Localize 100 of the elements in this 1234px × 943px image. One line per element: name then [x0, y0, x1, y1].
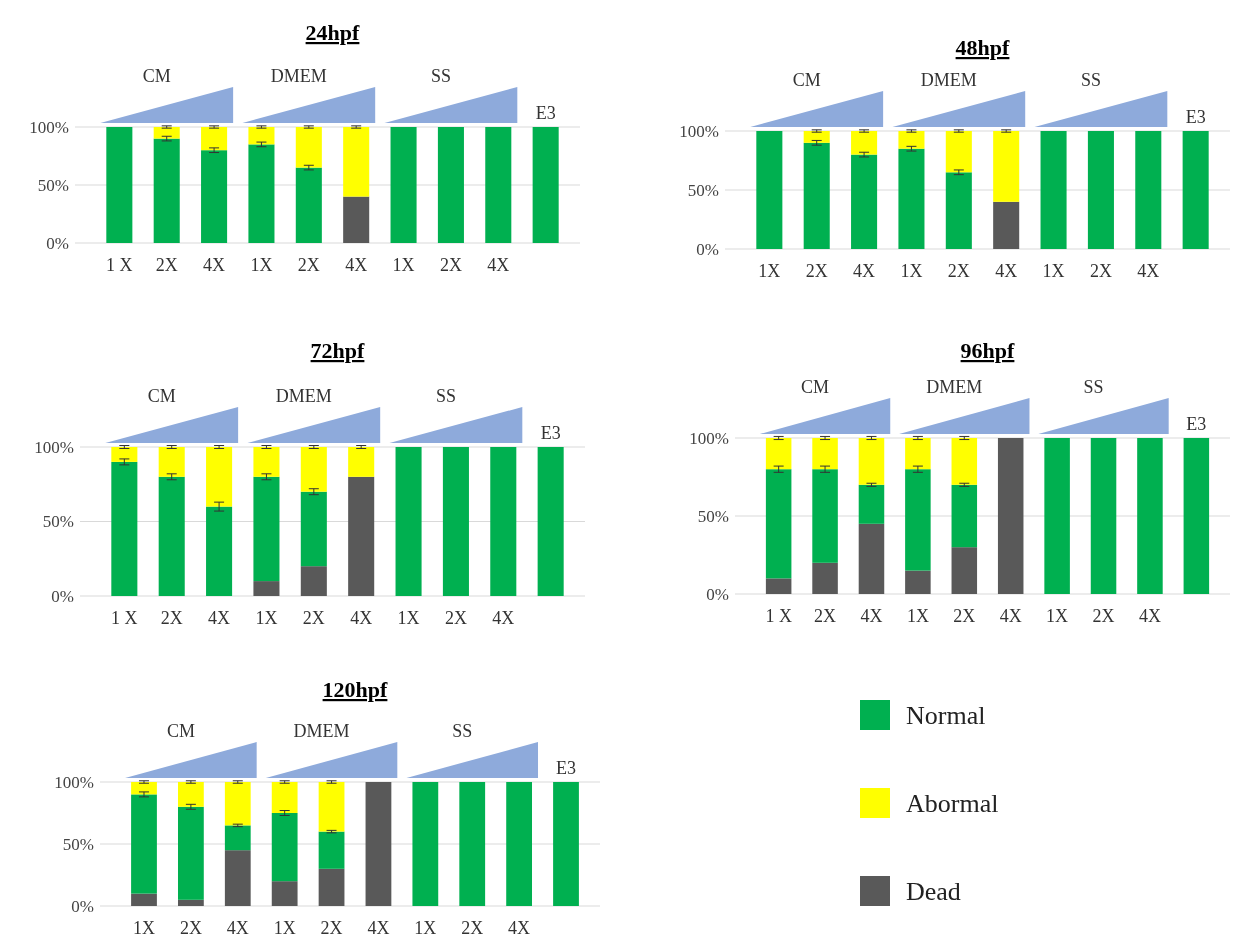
text: SS [452, 721, 473, 741]
legend-label: Dead [906, 877, 961, 907]
bar [206, 506, 233, 596]
bar [300, 447, 327, 492]
bar [812, 438, 838, 470]
y-tick-label: 50% [697, 506, 729, 526]
bar [1040, 131, 1067, 249]
bar [905, 469, 931, 571]
bar [248, 127, 275, 145]
bar [532, 127, 559, 243]
bar [898, 148, 925, 249]
y-tick-label: 100% [29, 117, 69, 137]
bar [343, 196, 370, 243]
text: CM [147, 386, 176, 406]
bar [224, 825, 251, 851]
legend-label: Normal [906, 701, 986, 731]
x-tick-label: 2X [805, 261, 828, 281]
bar [945, 172, 972, 249]
bar [343, 127, 370, 197]
bar [224, 782, 251, 826]
bar [812, 562, 838, 594]
bar [390, 127, 417, 243]
bar [271, 782, 298, 813]
x-tick-label: 2X [179, 918, 202, 938]
bar [1087, 131, 1114, 249]
x-tick-label: 2X [444, 608, 467, 628]
x-tick-label: 1X [255, 608, 278, 628]
bar [1182, 131, 1209, 249]
bar [945, 131, 972, 173]
y-tick-label: 50% [37, 175, 69, 195]
bar [318, 782, 345, 832]
x-tick-label: 2X [320, 918, 343, 938]
bar [253, 447, 280, 477]
bar [177, 899, 204, 906]
y-tick-label: 100% [689, 428, 729, 448]
bar [993, 201, 1020, 249]
bar [111, 447, 138, 462]
bar [201, 150, 228, 243]
bar [459, 782, 486, 906]
bar [490, 447, 517, 596]
bar [253, 581, 280, 596]
text: SS [1080, 70, 1101, 90]
text: SS [430, 66, 451, 86]
bar [253, 476, 280, 582]
text: DMEM [270, 66, 327, 86]
x-tick-label: 4X [208, 608, 231, 628]
bar [997, 438, 1024, 594]
text: DMEM [926, 377, 983, 397]
text: CM [792, 70, 821, 90]
bar [1135, 131, 1162, 249]
x-tick-label: 2X [155, 255, 178, 275]
bar [803, 142, 830, 249]
x-tick-label: 2X [1089, 261, 1112, 281]
x-tick-label: 4X [487, 255, 510, 275]
bar [248, 144, 275, 243]
x-tick-label: 2X [953, 606, 976, 626]
bar [442, 447, 469, 596]
bar [858, 523, 885, 594]
bar [106, 127, 133, 243]
x-tick-label: 1X [392, 255, 415, 275]
bar [111, 461, 138, 596]
bar [295, 167, 322, 243]
chart-title: 96hpf [960, 338, 1016, 363]
bar [437, 127, 464, 243]
bar [131, 794, 157, 894]
x-tick-label: 1X [414, 918, 437, 938]
bar [412, 782, 439, 906]
y-tick-label: 0% [706, 584, 729, 604]
bar [271, 881, 298, 906]
chart-title: 72hpf [310, 338, 366, 363]
bar [131, 893, 157, 906]
text: E3 [535, 103, 556, 123]
bar [153, 138, 180, 243]
bar [951, 438, 978, 485]
bar [201, 127, 228, 151]
text: E3 [1186, 414, 1207, 434]
x-tick-label: 2X [297, 255, 320, 275]
bar [1090, 438, 1117, 594]
x-tick-label: 4X [350, 608, 373, 628]
text: DMEM [920, 70, 977, 90]
bar [858, 484, 885, 524]
bar [271, 813, 298, 882]
y-tick-label: 100% [34, 437, 74, 457]
text: SS [1083, 377, 1104, 397]
chart-title: 24hpf [305, 20, 361, 45]
bar [300, 491, 327, 567]
x-tick-label: 2X [439, 255, 462, 275]
x-tick-label: 4X [999, 606, 1022, 626]
bar [177, 782, 204, 807]
x-tick-label: 1X [133, 918, 155, 938]
x-tick-label: 2X [1092, 606, 1115, 626]
bar [905, 570, 931, 594]
y-tick-label: 50% [42, 512, 74, 532]
x-tick-label: 4X [860, 606, 883, 626]
x-tick-label: 1 X [106, 255, 133, 275]
bar [348, 447, 375, 477]
x-tick-label: 1X [1046, 606, 1069, 626]
bar [1137, 438, 1163, 594]
text: E3 [1185, 107, 1206, 127]
x-tick-label: 4X [508, 918, 531, 938]
